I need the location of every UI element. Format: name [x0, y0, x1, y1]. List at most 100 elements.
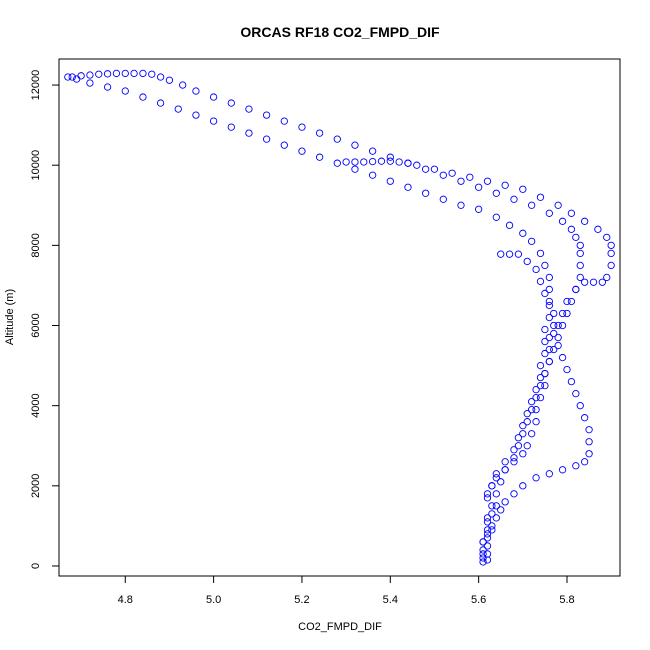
data-point: [139, 93, 147, 101]
data-point: [576, 273, 584, 282]
data-point: [209, 117, 218, 125]
data-point: [351, 158, 359, 166]
data-point: [567, 225, 576, 233]
data-point: [139, 69, 147, 78]
x-tick-label: 5.0: [206, 594, 221, 606]
data-point: [497, 250, 505, 258]
data-point: [377, 157, 386, 165]
data-point: [528, 430, 536, 438]
data-point: [519, 482, 527, 490]
data-point: [280, 117, 288, 125]
data-point: [567, 377, 576, 386]
data-point: [563, 297, 571, 306]
data-point: [532, 265, 540, 274]
data-point: [386, 177, 394, 185]
data-point: [77, 72, 85, 80]
y-tick-label: 6000: [30, 313, 42, 337]
data-point: [576, 402, 584, 410]
data-point: [581, 458, 589, 466]
y-tick-label: 12000: [30, 70, 42, 101]
data-point: [581, 278, 589, 286]
data-point: [368, 171, 377, 179]
data-point: [528, 201, 536, 209]
data-point: [558, 353, 567, 362]
data-point: [532, 385, 540, 394]
x-tick-label: 5.6: [471, 594, 486, 606]
data-point: [280, 141, 288, 149]
data-point: [492, 490, 500, 498]
data-point: [174, 105, 182, 113]
data-point: [64, 73, 72, 81]
data-point: [479, 546, 487, 554]
data-point: [179, 81, 187, 89]
chart-title: ORCAS RF18 CO2_FMPD_DIF: [240, 24, 440, 40]
data-point: [497, 506, 505, 514]
data-point: [130, 69, 138, 78]
data-point: [523, 410, 531, 418]
data-point: [421, 189, 430, 197]
data-point: [545, 357, 553, 366]
data-point: [545, 297, 553, 306]
data-point: [581, 217, 589, 225]
data-point: [528, 406, 536, 414]
data-point: [541, 369, 549, 378]
data-point: [474, 205, 483, 213]
data-point: [519, 185, 527, 193]
data-point: [541, 261, 549, 270]
data-point: [558, 309, 567, 318]
data-point: [510, 490, 518, 498]
data-point: [121, 69, 129, 78]
data-point: [536, 381, 545, 390]
data-point: [541, 337, 549, 346]
data-point: [421, 165, 430, 173]
data-point: [430, 165, 439, 173]
data-point: [501, 466, 509, 474]
data-point: [576, 261, 584, 270]
data-point: [572, 389, 580, 398]
plot-frame: [58, 58, 621, 577]
data-point: [532, 406, 540, 414]
data-point: [528, 237, 536, 246]
data-point: [404, 183, 412, 191]
data-point: [505, 250, 514, 258]
data-point: [576, 241, 584, 250]
data-point: [550, 309, 558, 318]
data-point: [333, 135, 341, 143]
y-axis-label: Altitude (m): [4, 289, 16, 345]
data-point: [545, 301, 553, 310]
data-point: [523, 418, 531, 426]
data-point: [510, 446, 518, 454]
data-point: [386, 157, 394, 165]
data-point: [439, 195, 447, 203]
data-point: [554, 341, 562, 350]
data-point: [554, 321, 562, 330]
data-point: [501, 498, 509, 506]
data-point: [519, 229, 527, 237]
y-tick-label: 8000: [30, 233, 42, 257]
data-point: [245, 105, 253, 113]
data-point: [572, 233, 580, 241]
data-point: [594, 225, 602, 233]
data-point: [541, 381, 549, 390]
y-axis: 0 2000 4000 6000 8000 10000 12000: [30, 70, 59, 569]
data-point: [439, 171, 447, 179]
data-point: [351, 165, 359, 173]
data-point: [448, 169, 456, 177]
data-point: [550, 321, 558, 330]
data-point: [545, 273, 553, 282]
data-point: [413, 161, 421, 169]
data-point: [519, 430, 527, 438]
data-point: [315, 129, 324, 137]
data-point: [483, 530, 492, 538]
data-point: [488, 526, 496, 534]
data-point: [479, 538, 487, 546]
data-point: [368, 147, 377, 155]
data-point: [227, 99, 235, 107]
data-point: [532, 394, 540, 402]
data-point: [510, 195, 518, 203]
data-point: [404, 159, 412, 167]
data-point: [479, 550, 487, 558]
data-point: [523, 257, 531, 266]
data-point: [148, 70, 156, 78]
data-point: [492, 189, 500, 197]
